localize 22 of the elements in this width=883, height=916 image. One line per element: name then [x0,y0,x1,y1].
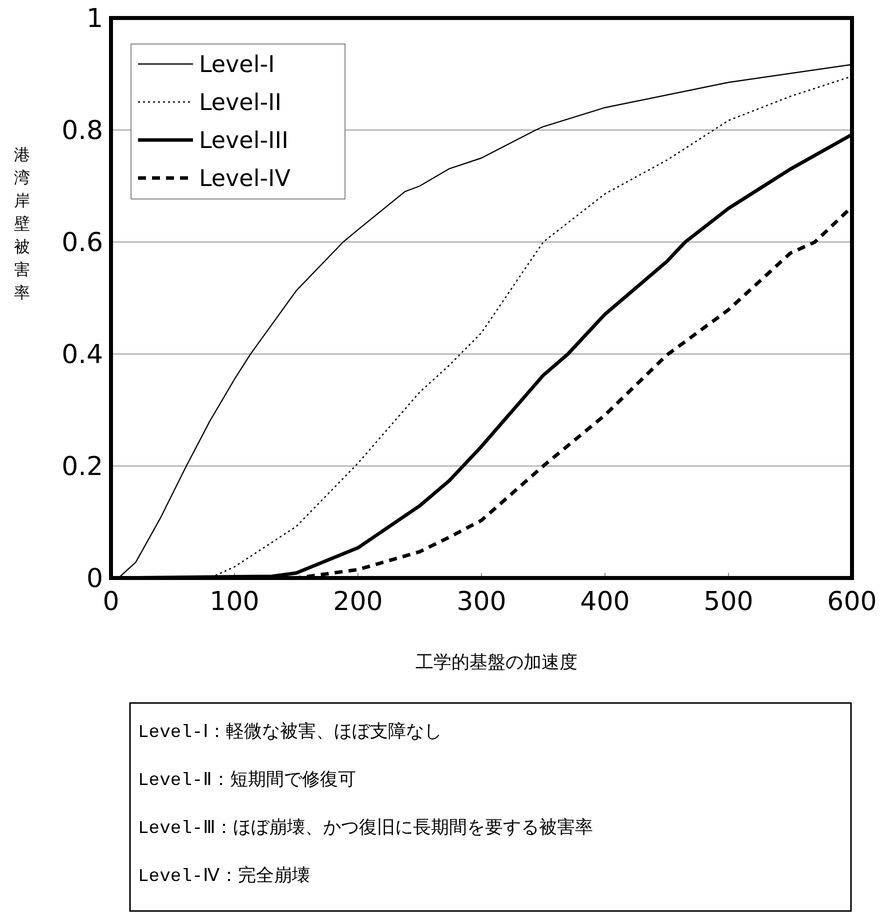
x-axis-title: 工学的基盤の加速度 [416,652,578,672]
x-tick-label: 500 [704,587,754,617]
legend-label: Level-II [199,90,282,116]
x-tick-label: 400 [580,587,630,617]
text: Level-Ⅳ：完全崩壊 [138,865,310,887]
legend-label: Level-III [199,128,288,154]
text: Level-Ⅲ：ほぼ崩壊、かつ復旧に長期間を要する被害率 [138,817,593,839]
x-tick-label: 200 [333,587,383,617]
y-tick-label: 0.6 [62,228,103,258]
y-axis-title: 港湾岸壁被害率 [14,146,30,302]
x-tick-label: 600 [827,587,877,617]
x-tick-label: 300 [456,587,506,617]
text: Level-Ⅱ：短期間で修復可 [138,770,356,791]
y-tick-label: 0.2 [62,452,103,482]
y-tick-label: 1 [86,4,103,34]
y-tick-label: 0 [86,564,103,594]
legend-label: Level-IV [199,166,291,192]
x-tick-label: 100 [210,587,260,617]
y-tick-label: 0.4 [62,340,103,370]
legend-label: Level-I [199,52,275,78]
y-tick-label: 0.8 [62,116,103,146]
text: Level-Ⅰ：軽微な被害、ほぼ支障なし [138,721,442,743]
